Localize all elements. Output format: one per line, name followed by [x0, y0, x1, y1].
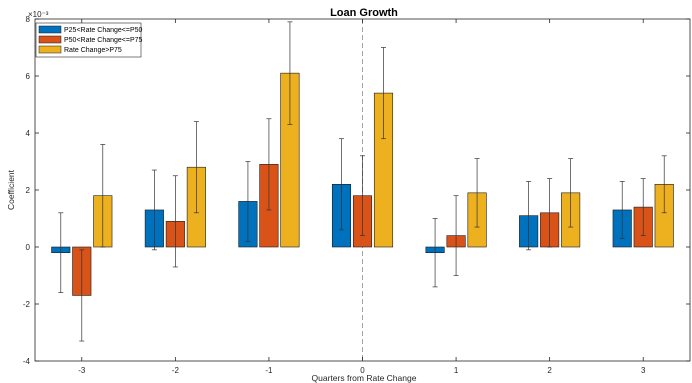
x-tick-label: 0 — [360, 366, 365, 375]
y-tick-label: -4 — [23, 357, 31, 366]
y-axis-exponent-label: ×10⁻³ — [28, 10, 49, 19]
x-axis-title: Quarters from Rate Change — [312, 373, 417, 383]
legend-label: P25<Rate Change<=P50 — [64, 27, 143, 34]
x-tick-label: -1 — [265, 366, 273, 375]
x-tick-label: 3 — [641, 366, 646, 375]
y-tick-label: 6 — [26, 72, 31, 81]
x-tick-label: 2 — [547, 366, 552, 375]
x-tick-label: -2 — [172, 366, 180, 375]
legend-label: Rate Change>P75 — [64, 47, 122, 54]
x-tick-label: -3 — [78, 366, 86, 375]
legend-label: P50<Rate Change<=P75 — [64, 37, 143, 44]
y-tick-label: 2 — [26, 186, 31, 195]
legend-swatch — [38, 25, 62, 34]
y-tick-label: -2 — [23, 300, 31, 309]
y-tick-label: 0 — [26, 243, 31, 252]
x-tick-label: 1 — [454, 366, 459, 375]
y-tick-label: 4 — [26, 129, 31, 138]
legend-swatch — [38, 45, 62, 54]
y-axis-title: Coefficient — [6, 169, 16, 210]
chart-title: Loan Growth — [330, 7, 398, 19]
legend-swatch — [38, 35, 62, 44]
y-tick-label: 8 — [26, 15, 31, 24]
